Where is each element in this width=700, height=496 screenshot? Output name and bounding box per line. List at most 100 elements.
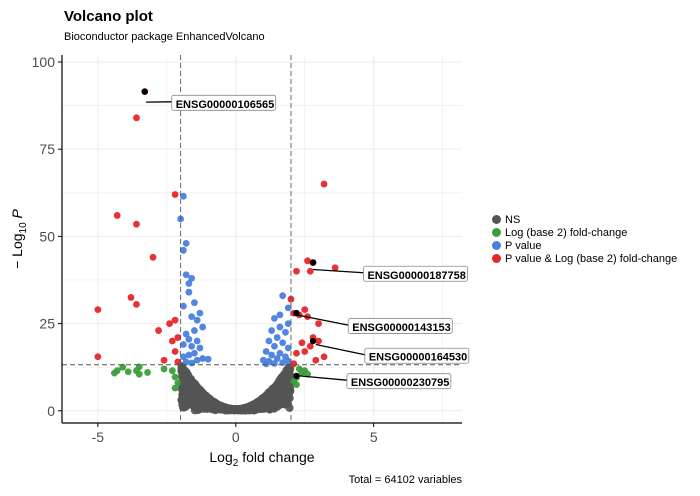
gene-label-text: ENSG00000164530 [369,352,467,364]
point-fcp [306,342,314,350]
point-fcp [293,267,300,275]
point-fcp [320,353,328,361]
point-p [188,313,196,321]
ns-point [179,398,188,407]
point-p [273,334,281,341]
gene-label-text: ENSG00000187758 [367,270,465,282]
label-point [141,88,148,95]
point-fcp [155,327,162,334]
ns-point [224,404,233,413]
point-p [279,292,287,300]
ns-point [241,406,250,415]
point-fcp [306,267,314,275]
x-axis-label: Log2 fold change [209,449,314,469]
y-axis-label-prefix: − Log [9,233,25,268]
ns-point [207,397,216,406]
x-axis-label-base: Log [209,449,232,465]
ns-point [273,393,282,402]
point-p [284,344,292,352]
label-point [309,259,317,266]
y-tick-label: 0 [47,403,55,419]
point-fc [174,379,182,387]
point-fcp [301,306,309,314]
point-fcp [149,253,157,261]
point-fc [144,369,151,376]
point-p [268,327,276,334]
point-fcp [168,337,176,345]
gene-label-text: ENSG00000143153 [352,322,450,334]
point-fcp [113,212,121,219]
legend-item-ns: NS [492,213,677,226]
legend-item-p: P value [492,239,677,252]
point-p [182,239,190,247]
label-box [363,265,468,282]
point-p [276,311,284,319]
ns-point [252,403,261,412]
y-axis-label-rest: P [9,208,25,222]
point-p [284,304,292,312]
label-connector [296,314,349,326]
point-p [179,302,187,310]
point-p [185,351,193,359]
legend-label: P value & Log (base 2) fold-change [505,252,678,265]
gene-label-text: ENSG00000106565 [176,99,274,111]
x-tick-label: 5 [370,429,378,445]
point-fcp [298,339,306,347]
ns-point [193,383,202,392]
label-box [346,373,452,390]
point-p [182,358,190,366]
point-p [191,349,198,357]
point-fcp [320,180,328,188]
legend-swatch [492,228,501,237]
point-p [271,314,278,322]
legend-swatch [492,241,501,250]
point-p [182,330,190,338]
point-fc [135,370,143,378]
label-connector [299,375,347,381]
chart-caption: Total = 64102 variables [348,474,462,486]
point-p [204,355,212,363]
point-fcp [174,334,182,341]
point-fcp [312,356,320,364]
y-tick-label: 75 [39,141,55,157]
point-fc [171,384,179,392]
ns-point [203,403,212,412]
point-p [182,271,190,279]
point-fcp [171,191,179,198]
point-fcp [171,348,179,355]
label-point [293,372,300,380]
legend-label: NS [505,213,521,226]
label-box [347,318,453,334]
legend-swatch [492,215,501,224]
point-p [191,299,198,307]
point-p [268,351,276,359]
point-p [276,323,284,331]
ns-point [185,384,194,393]
point-fcp [166,320,173,327]
point-fc [111,369,118,377]
legend: NS Log (base 2) fold-change P value P value… [492,213,677,265]
ns-point [279,371,288,380]
point-p [191,327,198,334]
point-fcp [171,316,179,324]
point-fcp [174,358,182,366]
point-fcp [94,353,102,361]
point-p [271,342,278,350]
point-p [279,339,287,347]
point-p [262,360,270,368]
legend-label: P value [505,239,542,252]
point-fc [124,368,132,376]
ns-point [217,403,226,412]
point-p [262,348,270,355]
point-p [179,353,187,361]
point-fcp [293,349,300,357]
point-p [284,320,292,327]
y-tick-label: 100 [32,54,56,70]
label-connector [315,343,365,356]
ns-point [182,369,191,378]
point-p [179,192,187,200]
label-box [364,347,470,364]
label-connector [312,268,364,274]
point-p [179,341,187,348]
